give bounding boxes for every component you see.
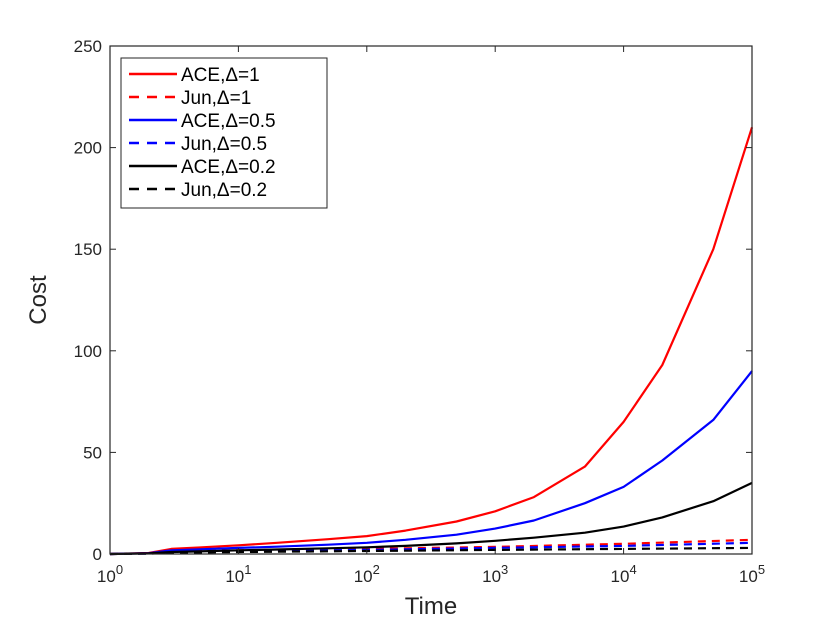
legend-label-5: ACE,Δ=0.2	[181, 157, 276, 178]
x-tick-label-0: 100	[97, 562, 123, 586]
legend-box	[120, 57, 328, 209]
legend: ACE,Δ=1Jun,Δ=1ACE,Δ=0.5Jun,Δ=0.5ACE,Δ=0.…	[120, 57, 328, 209]
series-line-5	[109, 481, 753, 556]
legend-label-1: ACE,Δ=1	[181, 65, 260, 86]
y-tick-label-5: 250	[74, 37, 102, 56]
y-tick-label-1: 50	[83, 443, 102, 462]
x-tick-label-2: 102	[354, 562, 380, 586]
y-tick-label-4: 200	[74, 139, 102, 158]
series-layer	[109, 126, 754, 556]
legend-label-3: ACE,Δ=0.5	[181, 111, 276, 132]
tick-layer: 100 101 102 103 104 105 0 50 100 150 200 250	[74, 37, 765, 586]
y-axis-title: Cost	[25, 275, 52, 325]
plot-frame	[109, 45, 753, 555]
legend-label-4: Jun,Δ=0.5	[181, 134, 267, 155]
x-tick-label-5: 105	[739, 562, 765, 586]
y-tick-label-0: 0	[93, 545, 102, 564]
series-line-3	[109, 370, 753, 556]
y-tick-label-2: 100	[74, 342, 102, 361]
series-line-1	[109, 126, 754, 556]
x-axis-title: Time	[405, 593, 457, 620]
x-tick-label-1: 101	[225, 562, 251, 586]
x-tick-label-4: 104	[611, 562, 637, 586]
legend-label-6: Jun,Δ=0.2	[181, 180, 267, 201]
legend-label-2: Jun,Δ=1	[181, 88, 251, 109]
y-tick-label-3: 150	[74, 240, 102, 259]
x-tick-label-3: 103	[482, 562, 508, 586]
